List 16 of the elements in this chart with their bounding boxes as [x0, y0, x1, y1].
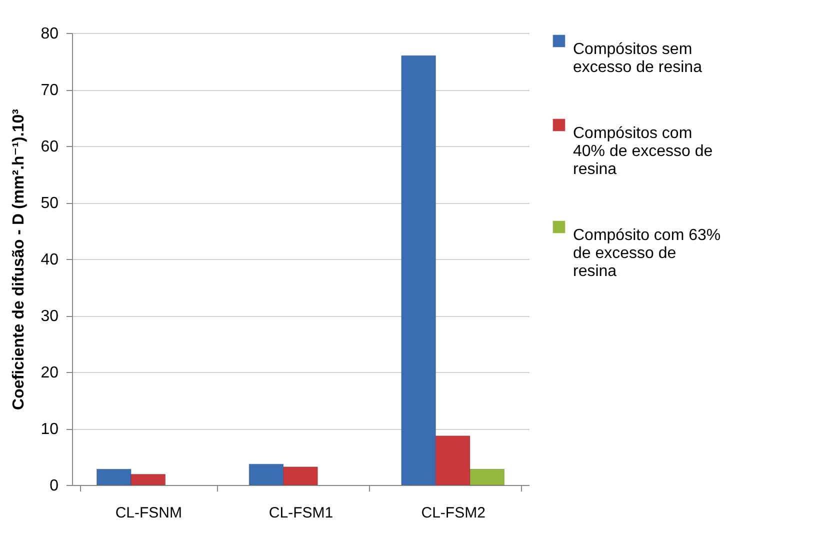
y-tick-label: 50	[40, 195, 59, 212]
x-tick-label: CL-FSM1	[268, 504, 334, 522]
y-tick-label: 30	[40, 308, 59, 325]
y-tick-label: 40	[40, 252, 59, 268]
legend-label: Compósitos sem excesso de resina	[573, 41, 702, 76]
y-tick-label: 0	[50, 478, 59, 494]
legend-label: Compósitos com 40% de excesso de resina	[573, 125, 713, 178]
x-tick-label: CL-FSM2	[421, 504, 486, 522]
y-axis-title: Coeficiente de difusão - D (mm².h⁻¹).10³	[10, 109, 28, 410]
legend-label: Compósito com 63% de excesso de resina	[573, 227, 721, 280]
y-tick-label: 60	[40, 138, 59, 156]
y-tick-label: 80	[40, 26, 59, 42]
y-tick-label: 70	[40, 82, 59, 99]
x-tick-label: CL-FSNM	[115, 504, 182, 522]
y-tick-label: 10	[40, 421, 59, 438]
y-tick-label: 20	[40, 364, 59, 382]
